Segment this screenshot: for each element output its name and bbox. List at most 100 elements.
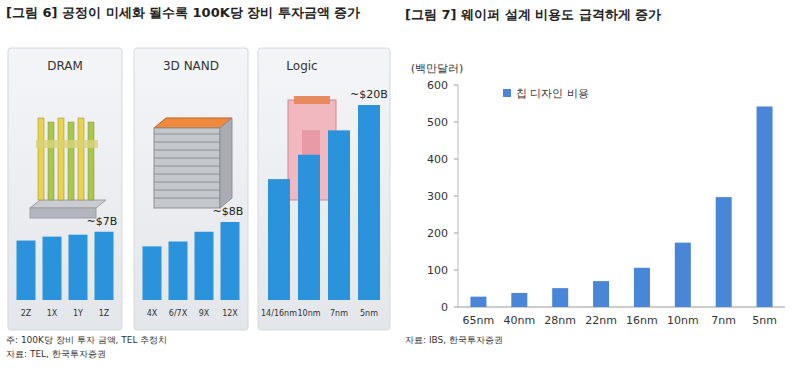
category-label: 10nm: [297, 309, 320, 318]
bar: [328, 130, 350, 300]
panel: DRAM 2Z 1X 1Y 1Z ~$7B: [8, 48, 122, 330]
figure-title: [그림 6] 공정이 미세화 될수록 100K당 장비 투자금액 증가: [6, 4, 391, 21]
panel-background: [134, 48, 248, 330]
note: 주: 100K당 장비 투자 금액, TEL 추정치: [6, 334, 167, 346]
tick-label: 400: [427, 153, 448, 166]
bar: [675, 243, 691, 307]
category-label: 1Z: [99, 309, 110, 318]
bar: [716, 197, 732, 307]
bar: [143, 246, 162, 300]
illustration: [58, 118, 64, 200]
tick-label: 200: [427, 227, 448, 240]
bar: [195, 232, 214, 300]
panel-title: Logic: [286, 59, 317, 73]
figure-title: [그림 7] 웨이퍼 설계 비용도 급격하게 증가: [405, 6, 795, 23]
bar: [358, 105, 380, 300]
bars: [470, 106, 772, 307]
illustration: [294, 96, 330, 104]
tick-label: 100: [427, 264, 448, 277]
category-label: 12X: [222, 309, 238, 318]
illustration: [154, 128, 220, 208]
legend: 칩 디자인 비용: [503, 87, 589, 100]
annotation: ~$7B: [87, 215, 118, 228]
bar: [470, 297, 486, 307]
source: 자료: TEL, 한국투자증권: [6, 348, 106, 360]
panel-title: 3D NAND: [163, 59, 219, 73]
x-axis: [458, 307, 785, 308]
y-axis: [458, 85, 459, 307]
category-label: 10nm: [667, 314, 699, 327]
tick: [454, 307, 458, 308]
category-label: 14/16nm: [261, 309, 297, 318]
bar: [169, 242, 188, 301]
illustration: [48, 122, 54, 200]
tick: [454, 159, 458, 160]
annotation: ~$20B: [350, 88, 388, 101]
panel-background: [258, 48, 390, 330]
bar: [298, 155, 320, 300]
tick-label: 500: [427, 116, 448, 129]
illustration: [154, 166, 220, 167]
bar: [511, 293, 527, 307]
panel-background: [8, 48, 122, 330]
category-label: 1Y: [73, 309, 83, 318]
illustration: [88, 122, 94, 200]
category-label: 4X: [147, 309, 158, 318]
annotation: ~$8B: [213, 205, 244, 218]
bar: [69, 235, 88, 300]
illustration: [36, 140, 98, 148]
category-label: 65nm: [463, 314, 495, 327]
bar: [95, 232, 114, 300]
bar: [17, 241, 36, 300]
category-label: 7nm: [330, 309, 348, 318]
tick-label: 300: [427, 190, 448, 203]
axis-title: (백만달러): [411, 62, 464, 75]
illustration: [220, 118, 232, 208]
bar: [221, 222, 240, 300]
illustration: [154, 134, 220, 135]
tick-label: 600: [427, 79, 448, 92]
category-label: 28nm: [544, 314, 576, 327]
category-label: 9X: [199, 309, 210, 318]
category-label: 22nm: [585, 314, 617, 327]
illustration: [68, 122, 74, 200]
panel: 3D NAND 4X 6/7X 9X 12X ~$8B: [134, 48, 248, 330]
category-label: 5nm: [360, 309, 378, 318]
tick: [454, 196, 458, 197]
panel-title: DRAM: [47, 59, 83, 73]
illustration: [154, 174, 220, 175]
tick: [454, 233, 458, 234]
panel: Logic 14/16nm10nm 7nm 5nm ~$20B: [258, 48, 390, 330]
illustration: [154, 190, 220, 191]
bar: [757, 106, 773, 307]
bar: [552, 288, 568, 307]
illustration: [154, 150, 220, 151]
illustration: [154, 182, 220, 183]
source: 자료: IBS, 한국투자증권: [405, 334, 503, 346]
illustration: [154, 118, 232, 128]
illustration: [30, 200, 106, 208]
category-label: 40nm: [503, 314, 535, 327]
tick: [454, 270, 458, 271]
chart: 0 100 200 300 400 500 600 (백만달러) 65nm 40nm 28nm 22n…: [411, 62, 785, 327]
illustration: [154, 142, 220, 143]
bar: [43, 237, 62, 300]
tick: [454, 85, 458, 86]
tick-label: 0: [441, 301, 448, 314]
category-label: 2Z: [21, 309, 32, 318]
category-label: 7nm: [711, 314, 736, 327]
legend-swatch: [503, 89, 511, 97]
chart-canvas: DRAM 2Z 1X 1Y 1Z ~$7B 3D NAND 4X 6/7X 9X 12X ~$8B Lo…: [0, 0, 800, 372]
category-label: 6/7X: [169, 309, 188, 318]
illustration: [154, 198, 220, 199]
illustration: [154, 158, 220, 159]
category-label: 1X: [47, 309, 58, 318]
tick: [454, 122, 458, 123]
category-label: 16nm: [626, 314, 658, 327]
bar: [268, 179, 290, 300]
illustration: [78, 118, 84, 200]
illustration: [38, 118, 44, 200]
category-label: 5nm: [752, 314, 777, 327]
bar: [593, 281, 609, 307]
legend-label: 칩 디자인 비용: [516, 87, 589, 100]
